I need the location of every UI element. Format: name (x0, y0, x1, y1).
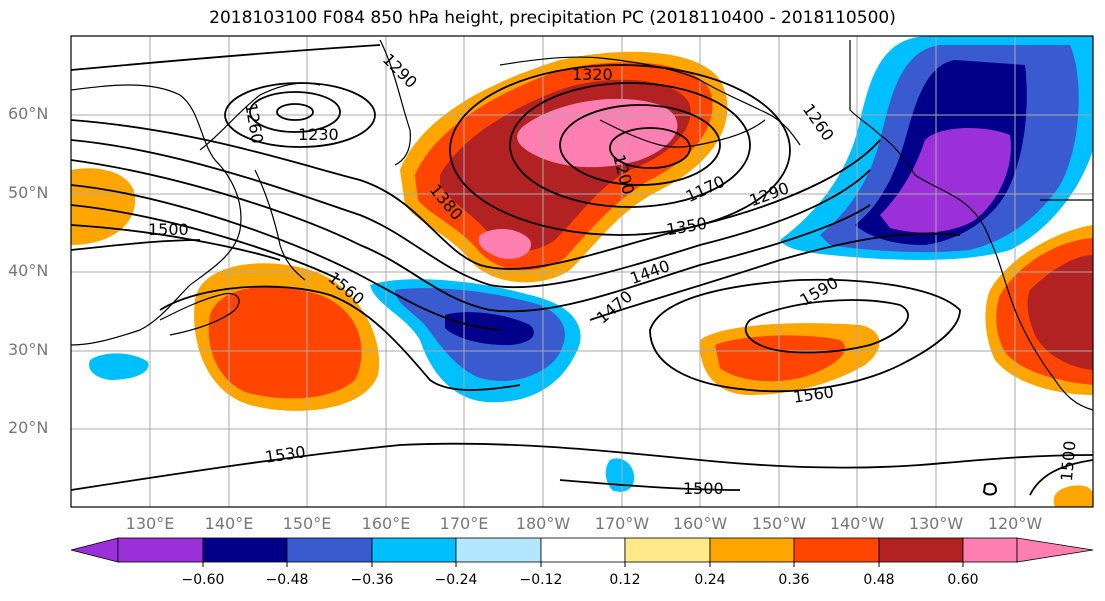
colorbar-bin-8 (709, 537, 795, 563)
contour-label: 1500 (683, 479, 724, 498)
contour-label: 1440 (627, 256, 672, 288)
longitude-label: 130°E (125, 514, 175, 533)
longitude-label: 120°W (987, 514, 1043, 533)
positive-anomaly-westcoast-dark (1027, 255, 1093, 370)
contour-label: 1500 (1057, 440, 1079, 482)
positive-anomaly-npac-pink (517, 98, 678, 168)
colorbar-bin-7 (624, 537, 711, 563)
longitude-label: 140°W (829, 514, 885, 533)
colorbar-tick-marks (202, 562, 964, 567)
positive-anomaly-small-se (1053, 485, 1093, 507)
positive-anomaly-epac-core (715, 335, 846, 382)
contour-label: 1320 (572, 65, 613, 84)
coastlines (71, 39, 1093, 496)
longitude-label: 170°W (594, 514, 650, 533)
colorbar-tick-label: −0.60 (181, 572, 225, 588)
contour-label: 1530 (264, 442, 307, 466)
colorbar-tick-label: −0.36 (350, 572, 394, 588)
latitude-label: 50°N (8, 183, 49, 202)
contour-label: 1500 (148, 220, 189, 239)
colorbar-tick-label: 0.36 (778, 572, 810, 588)
colorbar-bin-5 (455, 537, 542, 563)
map-title: 2018103100 F084 850 hPa height, precipit… (209, 8, 896, 28)
contour-label: 1350 (665, 214, 708, 240)
colorbar-bin-9 (793, 537, 880, 563)
contour-label: 1290 (747, 178, 792, 210)
latitude-label: 30°N (8, 340, 49, 359)
negative-anomaly-small-south (605, 458, 635, 492)
longitude-label: 160°W (672, 514, 728, 533)
colorbar-tick-label: −0.48 (265, 572, 309, 588)
negative-anomaly-nepac-purple (880, 128, 1011, 233)
gridlines (71, 36, 1093, 507)
height-contours (71, 44, 1093, 496)
colorbar-bin-1 (117, 537, 204, 563)
longitude-label: 140°E (204, 514, 254, 533)
latitude-label: 60°N (8, 104, 49, 123)
contour-label: 1260 (241, 102, 267, 145)
colorbar-tick-label: −0.24 (434, 572, 478, 588)
colorbar-low-extend (70, 537, 119, 563)
colorbar-tick-label: 0.48 (863, 572, 895, 588)
colorbar-bin-2 (202, 537, 288, 563)
colorbar-tick-label: −0.12 (519, 572, 563, 588)
contour-label: 1290 (379, 50, 421, 92)
longitude-label: 170°E (439, 514, 489, 533)
colorbar-tick-label: 0.60 (947, 572, 979, 588)
map-frame (70, 35, 1094, 508)
longitude-label: 150°W (751, 514, 807, 533)
colorbar-bin-3 (286, 537, 373, 563)
longitude-label: 180°W (515, 514, 571, 533)
contour-label: 1230 (298, 125, 339, 144)
longitude-label: 150°E (282, 514, 332, 533)
contour-label: 1260 (799, 100, 838, 144)
negative-anomaly-small-west (89, 353, 149, 380)
colorbar (70, 537, 1094, 563)
colorbar-tick-label: 0.24 (694, 572, 726, 588)
positive-anomaly-wpac-core (208, 286, 362, 399)
latitude-label: 20°N (8, 418, 49, 437)
longitude-label: 130°W (908, 514, 964, 533)
colorbar-bin-4 (371, 537, 457, 563)
colorbar-bin-10 (878, 537, 964, 563)
latitude-label: 40°N (8, 261, 49, 280)
longitude-label: 160°E (361, 514, 411, 533)
contour-label: 1590 (797, 273, 842, 310)
colorbar-high-extend (1016, 537, 1094, 563)
colorbar-bin-6 (540, 537, 626, 563)
colorbar-tick-label: 0.12 (609, 572, 641, 588)
colorbar-bin-11 (962, 537, 1018, 563)
positive-anomaly-npac-pink2 (478, 228, 531, 259)
